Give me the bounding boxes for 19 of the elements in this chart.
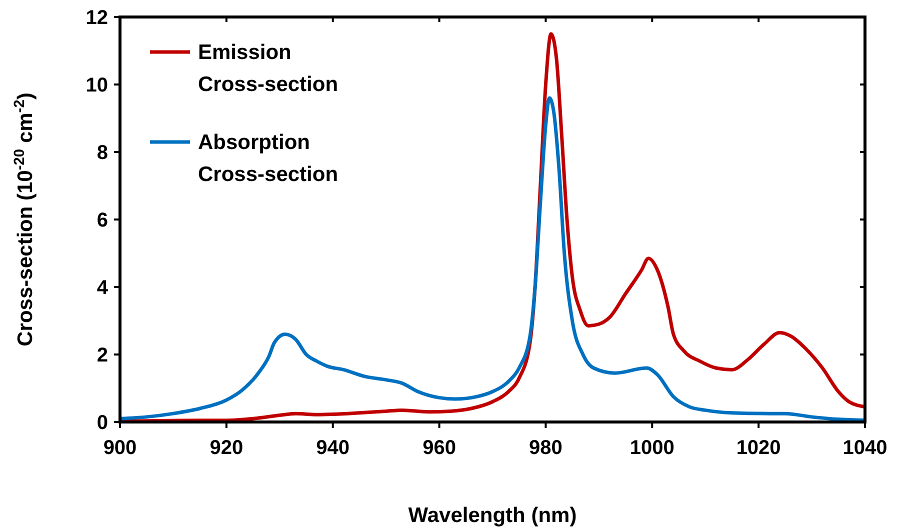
legend-label: Emission Cross-section xyxy=(198,41,338,96)
y-tick-label: 6 xyxy=(96,210,108,232)
y-tick-label: 12 xyxy=(86,7,108,29)
x-tick-label: 900 xyxy=(103,437,137,459)
x-axis-title: Wavelength (nm) xyxy=(408,504,577,527)
y-tick-label: 8 xyxy=(96,142,108,164)
x-tick-label: 940 xyxy=(316,437,350,459)
y-tick-label: 2 xyxy=(96,344,108,366)
y-tick-label: 4 xyxy=(96,277,109,299)
x-tick-label: 960 xyxy=(422,437,456,459)
x-tick-label: 1000 xyxy=(630,437,674,459)
x-tick-label: 920 xyxy=(210,437,244,459)
y-tick-label: 0 xyxy=(96,412,108,434)
x-tick-label: 1020 xyxy=(736,437,781,459)
x-tick-label: 1040 xyxy=(842,437,888,459)
line-series xyxy=(120,96,865,422)
legend-label: Absorption Cross-section xyxy=(198,131,338,186)
y-tick-label: 10 xyxy=(86,74,108,96)
x-tick-label: 980 xyxy=(529,437,562,459)
